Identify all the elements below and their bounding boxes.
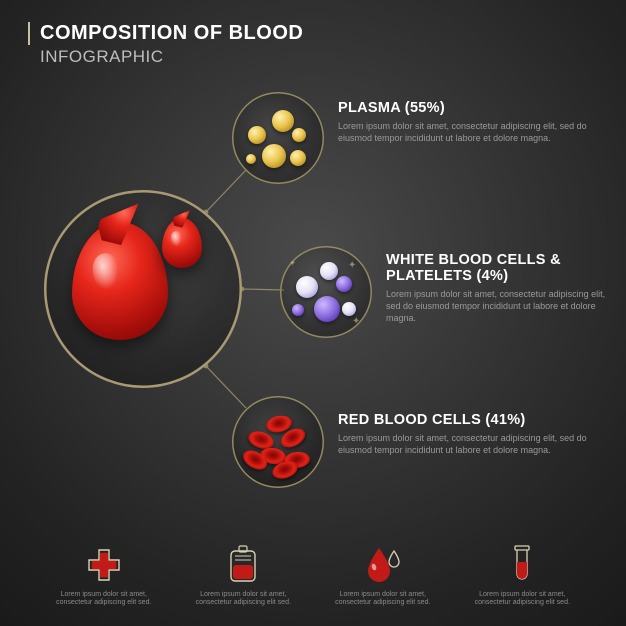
title-sub: INFOGRAPHIC [28, 47, 303, 67]
footer-item-bag: Lorem ipsum dolor sit amet, consectetur … [188, 545, 298, 609]
white-cell-icon [320, 262, 338, 280]
plasma-cell-icon [262, 144, 286, 168]
connector-white [240, 287, 284, 292]
white-cell-icon [296, 276, 318, 298]
title-main: COMPOSITION OF BLOOD [28, 22, 303, 45]
test-tube-icon [502, 545, 542, 585]
footer-caption: Lorem ipsum dolor sit amet, consectetur … [188, 591, 298, 609]
white-cells-text: WHITE BLOOD CELLS & PLATELETS (4%) Lorem… [386, 252, 608, 324]
plasma-cell-icon [272, 110, 294, 132]
plasma-cell-icon [292, 128, 306, 142]
white-cells-body: Lorem ipsum dolor sit amet, consectetur … [386, 288, 608, 324]
red-cells-circle [232, 396, 324, 488]
platelet-icon [314, 296, 340, 322]
plasma-body: Lorem ipsum dolor sit amet, consectetur … [338, 120, 608, 144]
connector-plasma [204, 170, 246, 214]
plasma-cell-icon [246, 154, 256, 164]
platelet-icon [336, 276, 352, 292]
spark-icon: ✦ [288, 258, 296, 269]
footer-item-drop: Lorem ipsum dolor sit amet, consectetur … [328, 545, 438, 609]
white-cell-icon [342, 302, 356, 316]
footer-caption: Lorem ipsum dolor sit amet, consectetur … [467, 591, 577, 609]
infographic-stage: COMPOSITION OF BLOOD INFOGRAPHIC [0, 0, 626, 626]
footer-icons-row: Lorem ipsum dolor sit amet, consectetur … [0, 545, 626, 609]
blood-drop-icon [363, 545, 403, 585]
footer-caption: Lorem ipsum dolor sit amet, consectetur … [328, 591, 438, 609]
spark-icon: ✦ [352, 316, 360, 327]
red-cells-text: RED BLOOD CELLS (41%) Lorem ipsum dolor … [338, 412, 608, 456]
footer-item-cross: Lorem ipsum dolor sit amet, consectetur … [49, 545, 159, 609]
red-cells-body: Lorem ipsum dolor sit amet, consectetur … [338, 432, 608, 456]
footer-item-tube: Lorem ipsum dolor sit amet, consectetur … [467, 545, 577, 609]
blood-bag-icon [223, 545, 263, 585]
plasma-circle [232, 92, 324, 184]
spark-icon: ✦ [348, 260, 356, 271]
red-cells-heading: RED BLOOD CELLS (41%) [338, 412, 608, 428]
title-block: COMPOSITION OF BLOOD INFOGRAPHIC [28, 22, 303, 67]
white-cells-heading: WHITE BLOOD CELLS & PLATELETS (4%) [386, 252, 608, 284]
plasma-cell-icon [248, 126, 266, 144]
plasma-heading: PLASMA (55%) [338, 100, 608, 116]
connector-red [204, 364, 246, 408]
white-cells-circle: ✦ ✦ ✦ [280, 246, 372, 338]
plasma-cell-icon [290, 150, 306, 166]
footer-caption: Lorem ipsum dolor sit amet, consectetur … [49, 591, 159, 609]
medical-cross-icon [84, 545, 124, 585]
platelet-icon [292, 304, 304, 316]
plasma-text: PLASMA (55%) Lorem ipsum dolor sit amet,… [338, 100, 608, 144]
